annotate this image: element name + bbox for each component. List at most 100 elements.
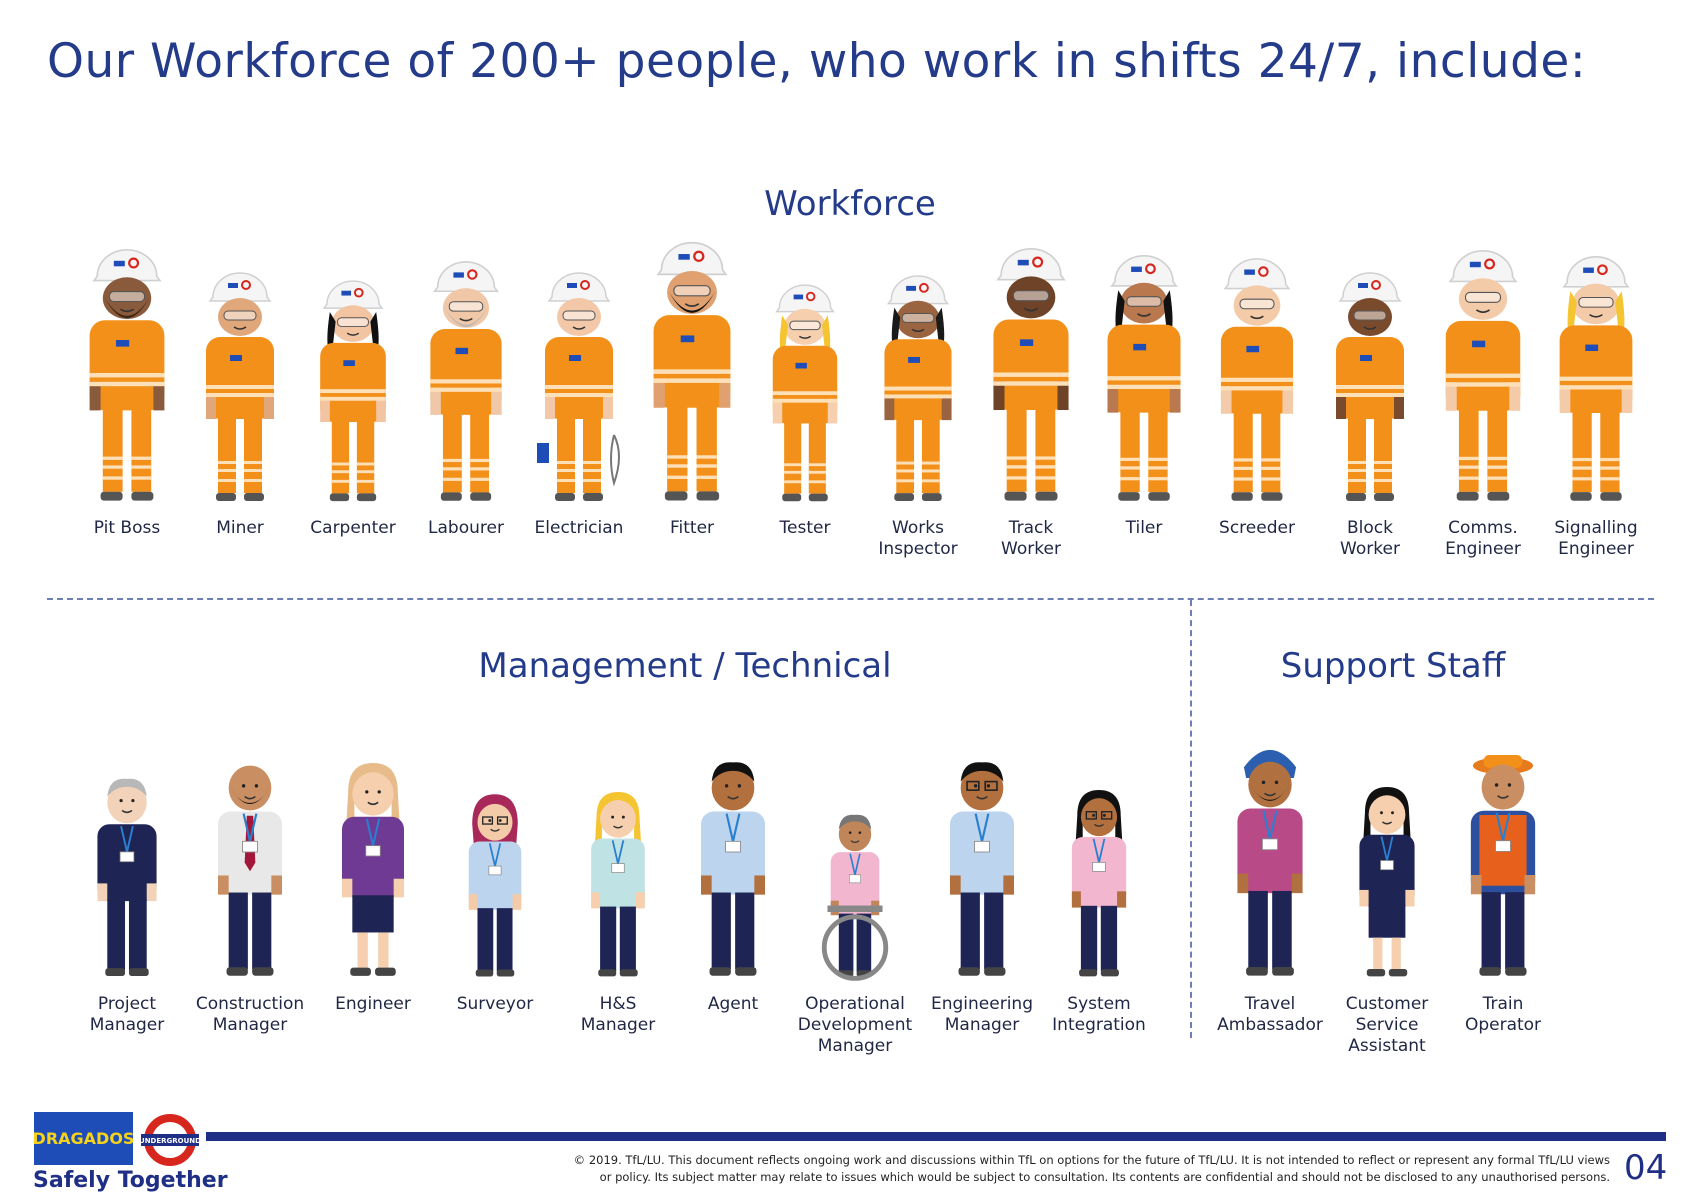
worker-figure [1220, 258, 1294, 501]
label-line: System [1067, 994, 1131, 1014]
underground-roundel-logo: UNDERGROUND [140, 1114, 200, 1166]
label-line: Miner [216, 518, 264, 538]
staff-figure [468, 794, 522, 977]
staff-label: Agent [668, 994, 798, 1015]
worker-figure [1107, 255, 1181, 501]
label-line: Engineer [335, 994, 411, 1014]
staff-figure [97, 778, 157, 977]
label-line: Engineer [1445, 539, 1521, 559]
staff-label: Construction Manager [185, 994, 315, 1036]
label-line: Manager [580, 1015, 656, 1035]
worker-label: Fitter [627, 518, 757, 539]
worker-figure [430, 261, 502, 501]
label-line: Surveyor [456, 994, 534, 1014]
worker-figure [1336, 272, 1404, 501]
worker-label: Labourer [401, 518, 531, 539]
label-line: Engineer [1558, 539, 1634, 559]
label-line: Electrician [534, 518, 624, 538]
label-line: Works [892, 518, 944, 538]
worker-figure [1559, 256, 1633, 501]
worker-figure [206, 272, 274, 501]
support-figure [1359, 787, 1415, 977]
staff-label: H&S Manager [553, 994, 683, 1036]
worker-figure [884, 275, 952, 502]
staff-label: System Integration [1034, 994, 1164, 1036]
label-line: Fitter [669, 518, 715, 538]
worker-label: Tester [740, 518, 870, 539]
section-title-workforce: Workforce [764, 184, 936, 224]
worker-label: Pit Boss [62, 518, 192, 539]
staff-label: Project Manager [62, 994, 192, 1036]
staff-figure [950, 762, 1014, 976]
staff-label: Surveyor [430, 994, 560, 1015]
worker-label: Works Inspector [853, 518, 983, 560]
label-line: Train [1482, 994, 1524, 1014]
disclaimer-line-2: or policy. Its subject matter may relate… [599, 1170, 1610, 1184]
footer-tagline: Safely Together [33, 1168, 228, 1193]
support-label: Train Operator [1438, 994, 1568, 1036]
label-line: Customer [1345, 994, 1429, 1014]
label-line: Worker [1340, 539, 1400, 559]
label-line: Manager [944, 1015, 1020, 1035]
support-figure [1237, 749, 1303, 976]
worker-label: Miner [175, 518, 305, 539]
worker-figure [89, 249, 165, 501]
label-line: Block [1347, 518, 1393, 538]
label-line: Construction [195, 994, 305, 1014]
label-line: Assistant [1348, 1036, 1426, 1056]
label-line: Operator [1464, 1015, 1542, 1035]
page-number: 04 [1624, 1148, 1668, 1188]
staff-figure [342, 763, 404, 976]
disclaimer-line-1: © 2019. TfL/LU. This document reflects o… [573, 1153, 1610, 1167]
staff-figure [701, 762, 765, 976]
roundel-label: UNDERGROUND [140, 1137, 200, 1145]
label-line: Travel [1244, 994, 1296, 1014]
worker-label: Block Worker [1305, 518, 1435, 560]
label-line: Inspector [878, 539, 958, 559]
label-line: Operational [805, 994, 905, 1014]
label-line: Project [97, 994, 157, 1014]
worker-figure [772, 284, 838, 502]
section-title-management: Management / Technical [478, 646, 892, 686]
staff-label: Engineer [308, 994, 438, 1015]
staff-label: Operational Development Manager [790, 994, 920, 1057]
label-line: H&S [599, 994, 637, 1014]
column-divider [1190, 600, 1192, 1038]
worker-label: Track Worker [966, 518, 1096, 560]
footer-disclaimer: © 2019. TfL/LU. This document reflects o… [470, 1152, 1610, 1186]
label-line: Manager [212, 1015, 288, 1035]
label-line: Integration [1052, 1015, 1146, 1035]
label-line: Signalling [1554, 518, 1638, 538]
staff-figure [591, 792, 645, 977]
label-line: Development [797, 1015, 913, 1035]
support-figure [1470, 755, 1536, 976]
worker-label: Signalling Engineer [1531, 518, 1661, 560]
section-title-support: Support Staff [1280, 646, 1506, 686]
label-line: Manager [817, 1036, 893, 1056]
staff-figure [821, 814, 889, 981]
staff-label: Engineering Manager [917, 994, 1047, 1036]
label-line: Comms. [1448, 518, 1518, 538]
label-line: Labourer [428, 518, 504, 538]
worker-label: Carpenter [288, 518, 418, 539]
label-line: Agent [707, 994, 759, 1014]
label-line: Carpenter [310, 518, 396, 538]
label-line: Tiler [1125, 518, 1163, 538]
label-line: Tester [779, 518, 831, 538]
label-line: Screeder [1219, 518, 1295, 538]
label-line: Service [1355, 1015, 1419, 1035]
label-line: Engineering [931, 994, 1033, 1014]
label-line: Worker [1001, 539, 1061, 559]
support-figures [1237, 749, 1536, 977]
workforce-figures [89, 241, 1633, 502]
support-label: Travel Ambassador [1205, 994, 1335, 1036]
worker-figure [320, 280, 386, 502]
support-label: Customer Service Assistant [1322, 994, 1452, 1057]
worker-figure [993, 248, 1069, 501]
label-line: Ambassador [1217, 1015, 1323, 1035]
page-title: Our Workforce of 200+ people, who work i… [47, 34, 1587, 89]
section-divider [47, 598, 1654, 600]
staff-figure [218, 765, 282, 976]
worker-label: Screeder [1192, 518, 1322, 539]
worker-label: Electrician [514, 518, 644, 539]
